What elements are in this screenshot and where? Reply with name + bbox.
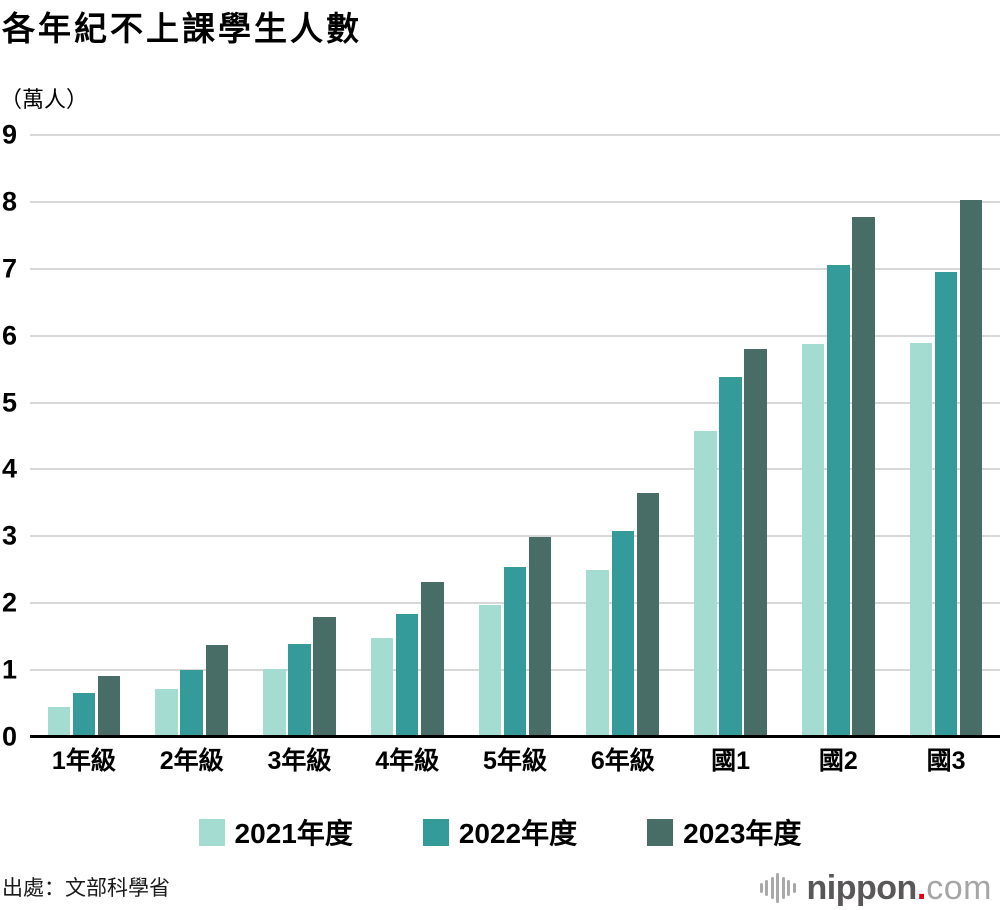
y-axis-tick-label: 4	[2, 453, 18, 484]
y-axis-tick-label: 6	[2, 320, 18, 351]
y-axis-unit-label: （萬人）	[0, 87, 89, 112]
legend-item-2: 2022年度	[422, 812, 578, 852]
bar-series1-cat5	[478, 605, 502, 737]
bar-series1-cat7	[694, 430, 717, 737]
bar-series1-cat8	[801, 344, 825, 737]
bar-series2-cat3	[288, 644, 311, 737]
bar-series3-cat5	[528, 536, 552, 737]
gridline	[30, 535, 1000, 538]
x-axis-category-label: 4年級	[375, 747, 440, 775]
source-label: 出處：文部科學省	[2, 877, 170, 900]
legend-label: 2022年度	[458, 818, 578, 849]
legend-swatch	[198, 818, 225, 846]
y-axis-tick-label: 7	[2, 253, 18, 284]
gridline	[30, 200, 1000, 203]
bar-series2-cat4	[395, 613, 419, 737]
gridline	[30, 267, 1000, 270]
x-axis-category-label: 國3	[926, 747, 966, 775]
bar-series1-cat2	[155, 688, 178, 737]
bar-series2-cat7	[719, 377, 742, 737]
bar-series1-cat3	[263, 669, 286, 737]
bar-series3-cat1	[97, 676, 121, 737]
plot-area: 0 1 2 3 4 5 6 7 8 9 1年級 2年級 3年級 4年級 5年級 6年級 國1 國2 國3	[2, 119, 1000, 775]
bar-series1-cat4	[370, 637, 394, 737]
bar-series3-cat4	[421, 582, 444, 737]
bar-series3-cat6	[636, 492, 660, 737]
legend-item-3: 2023年度	[647, 812, 801, 852]
x-axis-category-label: 3年級	[267, 747, 332, 775]
bar-series2-cat5	[503, 567, 527, 737]
y-axis-tick-label: 8	[2, 186, 18, 217]
y-axis-tick-label: 0	[2, 721, 18, 752]
bar-series1-cat9	[909, 342, 933, 737]
y-axis-tick-label: 2	[2, 587, 18, 618]
gridline	[30, 468, 1000, 471]
soundwave-bars-icon	[759, 873, 796, 903]
x-axis-category-label: 1年級	[51, 747, 116, 775]
gridline	[30, 334, 1000, 337]
y-axis-tick-label: 3	[2, 520, 18, 551]
logo-text-com: com	[926, 868, 992, 907]
chart-title: 各年紀不上課學生人數	[2, 10, 362, 47]
y-axis-tick-label: 9	[2, 119, 18, 150]
logo-text-nippon: nippon	[806, 868, 918, 907]
legend-swatch	[647, 818, 674, 846]
nippon-logo: nippon . com	[759, 866, 992, 910]
bar-series2-cat6	[611, 530, 635, 737]
x-axis-category-label: 2年級	[159, 747, 224, 775]
legend-label: 2023年度	[683, 818, 802, 849]
x-axis-category-label: 國2	[818, 747, 858, 775]
x-axis-category-label: 國1	[711, 747, 750, 775]
gridline	[30, 133, 1000, 136]
legend-label: 2021年度	[234, 818, 353, 849]
gridline	[30, 401, 1000, 404]
bar-series3-cat2	[205, 644, 229, 737]
bar-series2-cat9	[934, 272, 958, 737]
x-axis-category-label: 5年級	[483, 747, 547, 775]
bar-series1-cat6	[586, 569, 609, 737]
logo-dot: .	[916, 868, 927, 907]
x-axis-line	[30, 735, 1000, 738]
legend-item-1: 2021年度	[198, 812, 353, 852]
bar-series3-cat9	[959, 199, 983, 737]
legend-swatch	[422, 818, 449, 846]
bar-series1-cat1	[47, 706, 71, 737]
legend: 2021年度 2022年度 2023年度	[0, 814, 1000, 850]
bar-series2-cat8	[827, 264, 850, 737]
bar-series3-cat3	[313, 616, 336, 737]
y-axis-tick-label: 1	[2, 654, 18, 685]
y-axis-tick-label: 5	[2, 387, 18, 417]
x-axis-category-label: 6年級	[590, 747, 655, 775]
bar-series3-cat7	[744, 348, 767, 737]
bar-series2-cat2	[180, 670, 203, 737]
bar-series2-cat1	[72, 692, 96, 737]
bar-series3-cat8	[852, 217, 875, 737]
